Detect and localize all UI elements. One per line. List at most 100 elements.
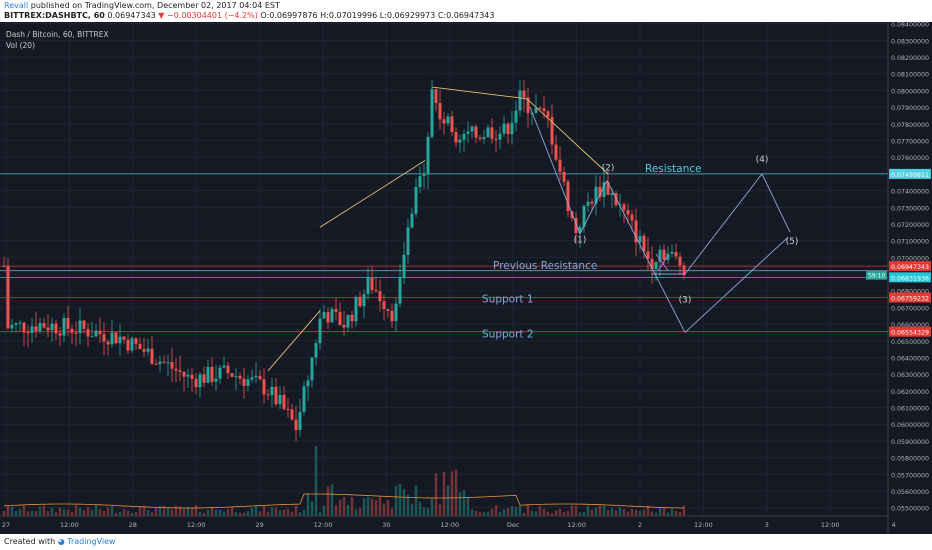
y-tick-label: 0.05900000 (891, 439, 929, 446)
y-tick-label: 0.07700000 (891, 138, 929, 145)
ohlc-high: H:0.07019996 (320, 11, 378, 20)
volume-bar (658, 506, 662, 516)
volume-bar (486, 511, 490, 516)
countdown-tag-label: 59:10 (868, 273, 885, 280)
author-link[interactable]: Revall (4, 1, 29, 10)
volume-bar (538, 506, 542, 516)
volume-indicator-label[interactable]: Vol (20) (6, 41, 36, 50)
chart-area[interactable]: (1) (2) (3) (4) (5) Resistance Previous Resist… (0, 22, 932, 534)
volume-bar (158, 505, 162, 516)
candle-body (642, 235, 646, 252)
projection-up (684, 173, 763, 275)
candle-body (350, 314, 354, 322)
candle-body (538, 107, 542, 109)
candle-body (598, 186, 602, 197)
volume-bar (342, 496, 346, 516)
price-chart-svg[interactable]: (1) (2) (3) (4) (5) Resistance Previous Resist… (0, 22, 932, 534)
y-tick-label: 0.07200000 (891, 222, 929, 229)
candle-body (150, 348, 154, 364)
volume-bar (18, 509, 22, 516)
candle-body (290, 409, 294, 420)
volume-bar (270, 507, 274, 516)
x-tick-label: 12:00 (60, 521, 79, 529)
candle-body (266, 394, 270, 396)
candle-body (70, 328, 74, 333)
candle-body (78, 320, 82, 334)
volume-bar (666, 512, 670, 516)
trend-line-1 (267, 310, 321, 372)
candle-body (274, 386, 278, 405)
candle-body (34, 326, 38, 332)
volume-bar (150, 512, 154, 516)
tradingview-brand[interactable]: TradingView (67, 537, 116, 546)
candle-body (566, 181, 570, 212)
volume-bar (558, 508, 562, 516)
candle-body (22, 322, 26, 333)
candle-body (310, 357, 314, 381)
candle-body (126, 339, 130, 351)
volume-bar (582, 512, 586, 516)
volume-bar (358, 508, 362, 516)
y-tick-label: 0.06800000 (891, 289, 929, 296)
volume-bar (190, 507, 194, 516)
volume-bar (502, 509, 506, 516)
volume-bar (470, 509, 474, 516)
candle-body (50, 323, 54, 331)
volume-bar (406, 494, 410, 516)
candle-body (178, 370, 182, 372)
price-tag-label: 0.07499811 (891, 172, 929, 179)
candle-body (678, 256, 682, 266)
volume-bar (170, 509, 174, 516)
candle-body (82, 320, 86, 329)
candle-body (354, 296, 358, 322)
candle-body (474, 126, 478, 138)
y-tick-label: 0.06600000 (891, 322, 929, 329)
last-price: 0.06947343 (107, 11, 156, 20)
created-with-text: Created with (4, 537, 56, 546)
volume-bar (102, 510, 106, 516)
volume-bar (330, 484, 334, 516)
candle-body (134, 338, 138, 344)
volume-bar (450, 471, 454, 516)
candle-body (74, 332, 78, 334)
volume-bar (670, 508, 674, 516)
candle-body (206, 366, 210, 383)
ohlc-close: C:0.06947343 (437, 11, 495, 20)
volume-bar (106, 507, 110, 516)
ohlc-line: BITTREX:DASHBTC, 60 0.06947343 ▼ −0.0030… (4, 11, 494, 20)
candle-body (418, 176, 422, 187)
candle-body (334, 309, 338, 312)
candle-body (174, 368, 178, 371)
level-lines (0, 173, 888, 333)
candle-body (138, 343, 142, 349)
volume-bar (162, 505, 166, 516)
volume-bar (334, 505, 338, 516)
volume-bar (62, 509, 66, 516)
volume-bars (2, 446, 686, 516)
price-axis[interactable]: 0.05500000 0.05600000 0.05700000 0.05800000… (866, 22, 932, 534)
candle-body (294, 419, 298, 430)
volume-bar (642, 509, 646, 516)
volume-bar (514, 506, 518, 516)
volume-bar (194, 505, 198, 516)
volume-bar (282, 509, 286, 516)
volume-bar (266, 511, 270, 516)
wave-drawings: (1) (2) (3) (4) (5) Resistance Previous Resist… (267, 86, 798, 372)
candle-body (94, 330, 98, 337)
candle-body (142, 348, 146, 352)
y-tick-label: 0.06200000 (891, 389, 929, 396)
volume-bar (94, 505, 98, 516)
candle-body (614, 193, 618, 206)
volume-bar (518, 506, 522, 516)
volume-bar (138, 506, 142, 516)
candle-body (610, 193, 614, 195)
volume-bar (438, 504, 442, 516)
volume-bar (566, 510, 570, 516)
volume-bar (14, 511, 18, 516)
volume-bar (74, 505, 78, 516)
time-axis[interactable]: 27 12:00 28 12:00 29 12:00 30 12:00 Dec 12:00 2 12:… (0, 515, 896, 529)
volume-bar (166, 507, 170, 516)
price-change: ▼ −0.00304401 (−4.2%) (158, 11, 258, 20)
candle-body (410, 213, 414, 228)
y-tick-label: 0.06100000 (891, 406, 929, 413)
